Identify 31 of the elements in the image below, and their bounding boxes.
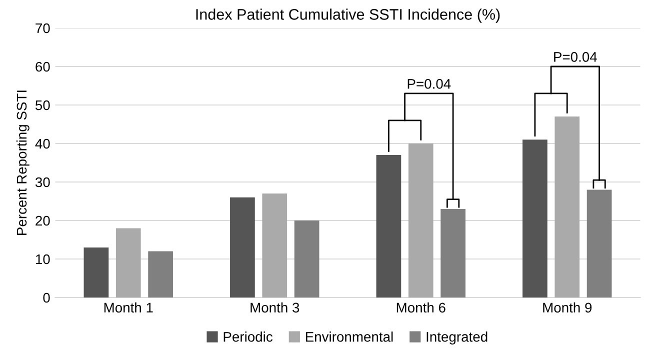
bar — [586, 190, 612, 298]
bar — [522, 140, 548, 298]
bar — [262, 194, 288, 298]
y-axis-title: Percent Reporting SSTI — [16, 90, 30, 235]
legend-label: Periodic — [224, 332, 273, 342]
bar — [376, 155, 402, 298]
x-tick-label: Month 6 — [396, 302, 446, 313]
legend-label: Environmental — [306, 332, 393, 342]
bar — [116, 228, 141, 298]
bar — [554, 116, 580, 298]
y-tick-label: 60 — [36, 62, 50, 72]
x-tick-label: Month 9 — [543, 302, 592, 313]
bar — [230, 197, 255, 298]
bar — [84, 247, 109, 298]
x-tick-label: Month 1 — [104, 302, 153, 313]
y-tick-label: 30 — [35, 177, 50, 188]
bar — [294, 220, 320, 298]
y-tick-label: 70 — [36, 23, 50, 34]
bar — [408, 144, 434, 298]
y-tick-label: 10 — [36, 254, 50, 264]
y-tick-label: 40 — [35, 138, 50, 149]
x-tick-label: Month 3 — [250, 302, 300, 313]
annotation: P=0.04 — [408, 78, 451, 89]
y-tick-label: 20 — [36, 216, 50, 226]
y-tick-label: 0 — [43, 292, 50, 303]
legend-label: Integrated — [426, 332, 488, 345]
annotation: P=0.04 — [554, 52, 597, 62]
chart-title: Index Patient Cumulative SSTI Incidence (%) — [196, 8, 500, 23]
y-tick-label: 50 — [35, 100, 50, 110]
bar — [148, 251, 173, 298]
bar — [440, 208, 466, 298]
